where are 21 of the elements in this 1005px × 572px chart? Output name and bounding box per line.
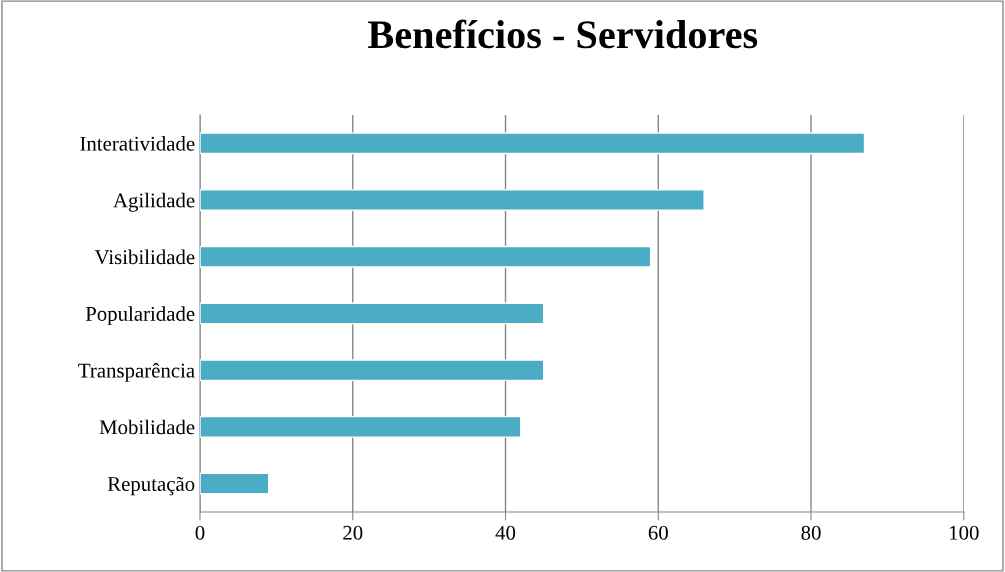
bar xyxy=(199,472,270,495)
x-tick-label: 0 xyxy=(195,525,205,540)
y-tick-label: Visibilidade xyxy=(94,249,195,265)
x-tick-label: 80 xyxy=(801,525,821,540)
bar xyxy=(199,415,522,438)
y-tick-label: Popularidade xyxy=(85,306,195,326)
bar xyxy=(199,189,705,211)
chart-title: Benefícios - Servidores xyxy=(368,19,758,49)
y-tick-label: Agilidade xyxy=(113,192,195,212)
x-tick-label: 20 xyxy=(343,525,363,540)
x-tick-label: 40 xyxy=(495,525,516,540)
x-tick-label: 100 xyxy=(950,525,979,540)
bar xyxy=(199,245,652,268)
y-tick-label: Interatividade xyxy=(80,136,195,151)
y-tick-label: Reputação xyxy=(107,476,195,496)
y-tick-label: Mobilidade xyxy=(99,419,195,435)
bar xyxy=(199,302,545,325)
y-tick-label: Transparência xyxy=(78,362,195,382)
bar xyxy=(199,132,866,155)
x-tick-label: 60 xyxy=(648,525,668,540)
bar xyxy=(199,359,545,382)
